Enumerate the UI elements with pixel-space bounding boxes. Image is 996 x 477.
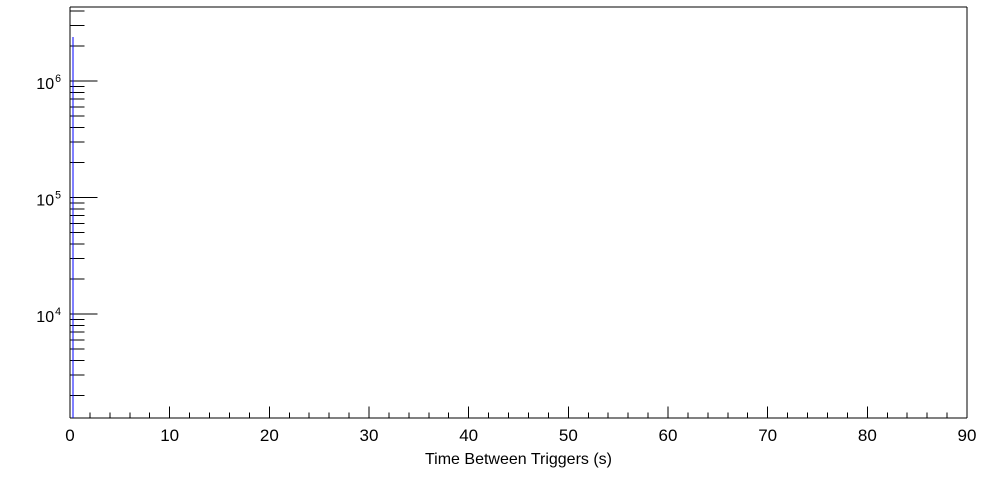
svg-text:0: 0 xyxy=(65,426,74,445)
svg-text:Time Between Triggers (s): Time Between Triggers (s) xyxy=(425,451,612,468)
svg-text:20: 20 xyxy=(260,426,279,445)
svg-text:70: 70 xyxy=(758,426,777,445)
svg-text:80: 80 xyxy=(858,426,877,445)
svg-text:90: 90 xyxy=(958,426,977,445)
svg-text:60: 60 xyxy=(659,426,678,445)
svg-text:50: 50 xyxy=(559,426,578,445)
svg-text:30: 30 xyxy=(360,426,379,445)
svg-text:10: 10 xyxy=(160,426,179,445)
svg-text:40: 40 xyxy=(459,426,478,445)
